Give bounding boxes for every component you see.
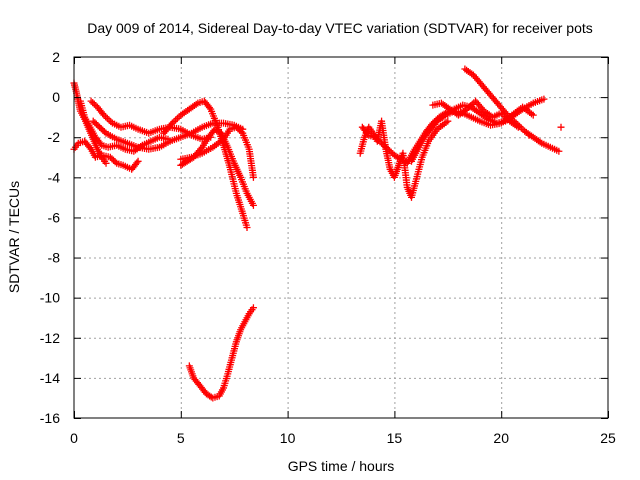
data-point [249, 304, 257, 312]
data-point [172, 116, 180, 124]
series-track-a [70, 137, 142, 173]
data-point [106, 153, 114, 161]
data-point [91, 119, 99, 127]
data-point [105, 116, 113, 124]
grid-layer [74, 57, 608, 418]
y-tick-label: -14 [40, 370, 60, 386]
data-point [381, 142, 389, 150]
y-tick-label: -2 [48, 129, 61, 145]
series-track-l [407, 103, 537, 165]
y-tick-label: -16 [40, 410, 60, 426]
data-point [94, 122, 102, 130]
y-tick-label: 0 [52, 89, 60, 105]
data-point [134, 157, 142, 165]
axis-ticks [74, 57, 609, 419]
series-isolated [525, 123, 565, 139]
data-point [374, 136, 382, 144]
y-axis-title: SDTVAR / TECUs [6, 181, 22, 293]
data-point [90, 100, 98, 108]
y-tick-label: -10 [40, 290, 60, 306]
data-point [234, 125, 242, 133]
data-point [87, 97, 95, 105]
data-point [97, 125, 105, 133]
data-point [387, 148, 395, 156]
y-tick-labels: 2 0 -2 -4 -6 -8 -10 -12 -14 -16 [40, 49, 60, 426]
data-point [89, 99, 97, 107]
data-point [376, 138, 384, 146]
data-point [103, 114, 111, 122]
data-point [89, 117, 97, 125]
data-point [92, 120, 100, 128]
data-point [378, 139, 386, 147]
data-point [236, 126, 244, 134]
data-point [384, 145, 392, 153]
x-tick-label: 20 [493, 430, 509, 446]
data-point [529, 111, 537, 119]
data-point [444, 117, 452, 125]
x-tick-labels: 0 5 10 15 20 25 [70, 430, 616, 446]
data-point [110, 156, 118, 164]
data-point [540, 95, 548, 103]
data-point [237, 128, 245, 136]
data-point [373, 135, 381, 143]
x-tick-label: 0 [70, 430, 78, 446]
data-point [86, 144, 94, 152]
y-tick-label: -8 [48, 250, 61, 266]
data-point [99, 110, 107, 118]
x-tick-label: 10 [280, 430, 296, 446]
plot-frame [73, 56, 609, 419]
data-point [102, 159, 110, 167]
data-point [557, 123, 565, 131]
data-point [99, 126, 107, 134]
data-point [555, 147, 563, 155]
data-point [205, 104, 213, 112]
x-axis-title: GPS time / hours [288, 458, 395, 474]
data-point [371, 133, 379, 141]
series-track-i [185, 304, 257, 402]
data-point [232, 123, 240, 131]
data-point [243, 223, 251, 231]
data-point [514, 123, 522, 131]
data-point [382, 144, 390, 152]
series-track-h [177, 123, 257, 181]
x-tick-label: 25 [600, 430, 616, 446]
series-track-f [160, 97, 251, 231]
data-point [100, 128, 108, 136]
data-point [167, 121, 175, 129]
series-track-e [89, 117, 247, 153]
y-tick-label: 2 [52, 49, 60, 65]
y-tick-label: -6 [48, 209, 61, 225]
chart-title: Day 009 of 2014, Sidereal Day-to-day VTE… [87, 20, 593, 36]
data-point [170, 118, 178, 126]
data-point [386, 147, 394, 155]
x-tick-label: 15 [387, 430, 403, 446]
data-point [108, 155, 116, 163]
y-tick-label: -4 [48, 169, 61, 185]
data-points-layer [70, 65, 565, 402]
data-point [197, 145, 205, 153]
x-tick-label: 5 [177, 430, 185, 446]
series-track-n [429, 97, 522, 131]
data-point [525, 131, 533, 139]
data-point [133, 159, 141, 167]
data-point [96, 123, 104, 131]
data-point [379, 141, 387, 149]
data-point [249, 201, 257, 209]
data-point [111, 158, 119, 166]
data-point [173, 114, 181, 122]
data-point [249, 173, 257, 181]
y-tick-label: -12 [40, 330, 60, 346]
